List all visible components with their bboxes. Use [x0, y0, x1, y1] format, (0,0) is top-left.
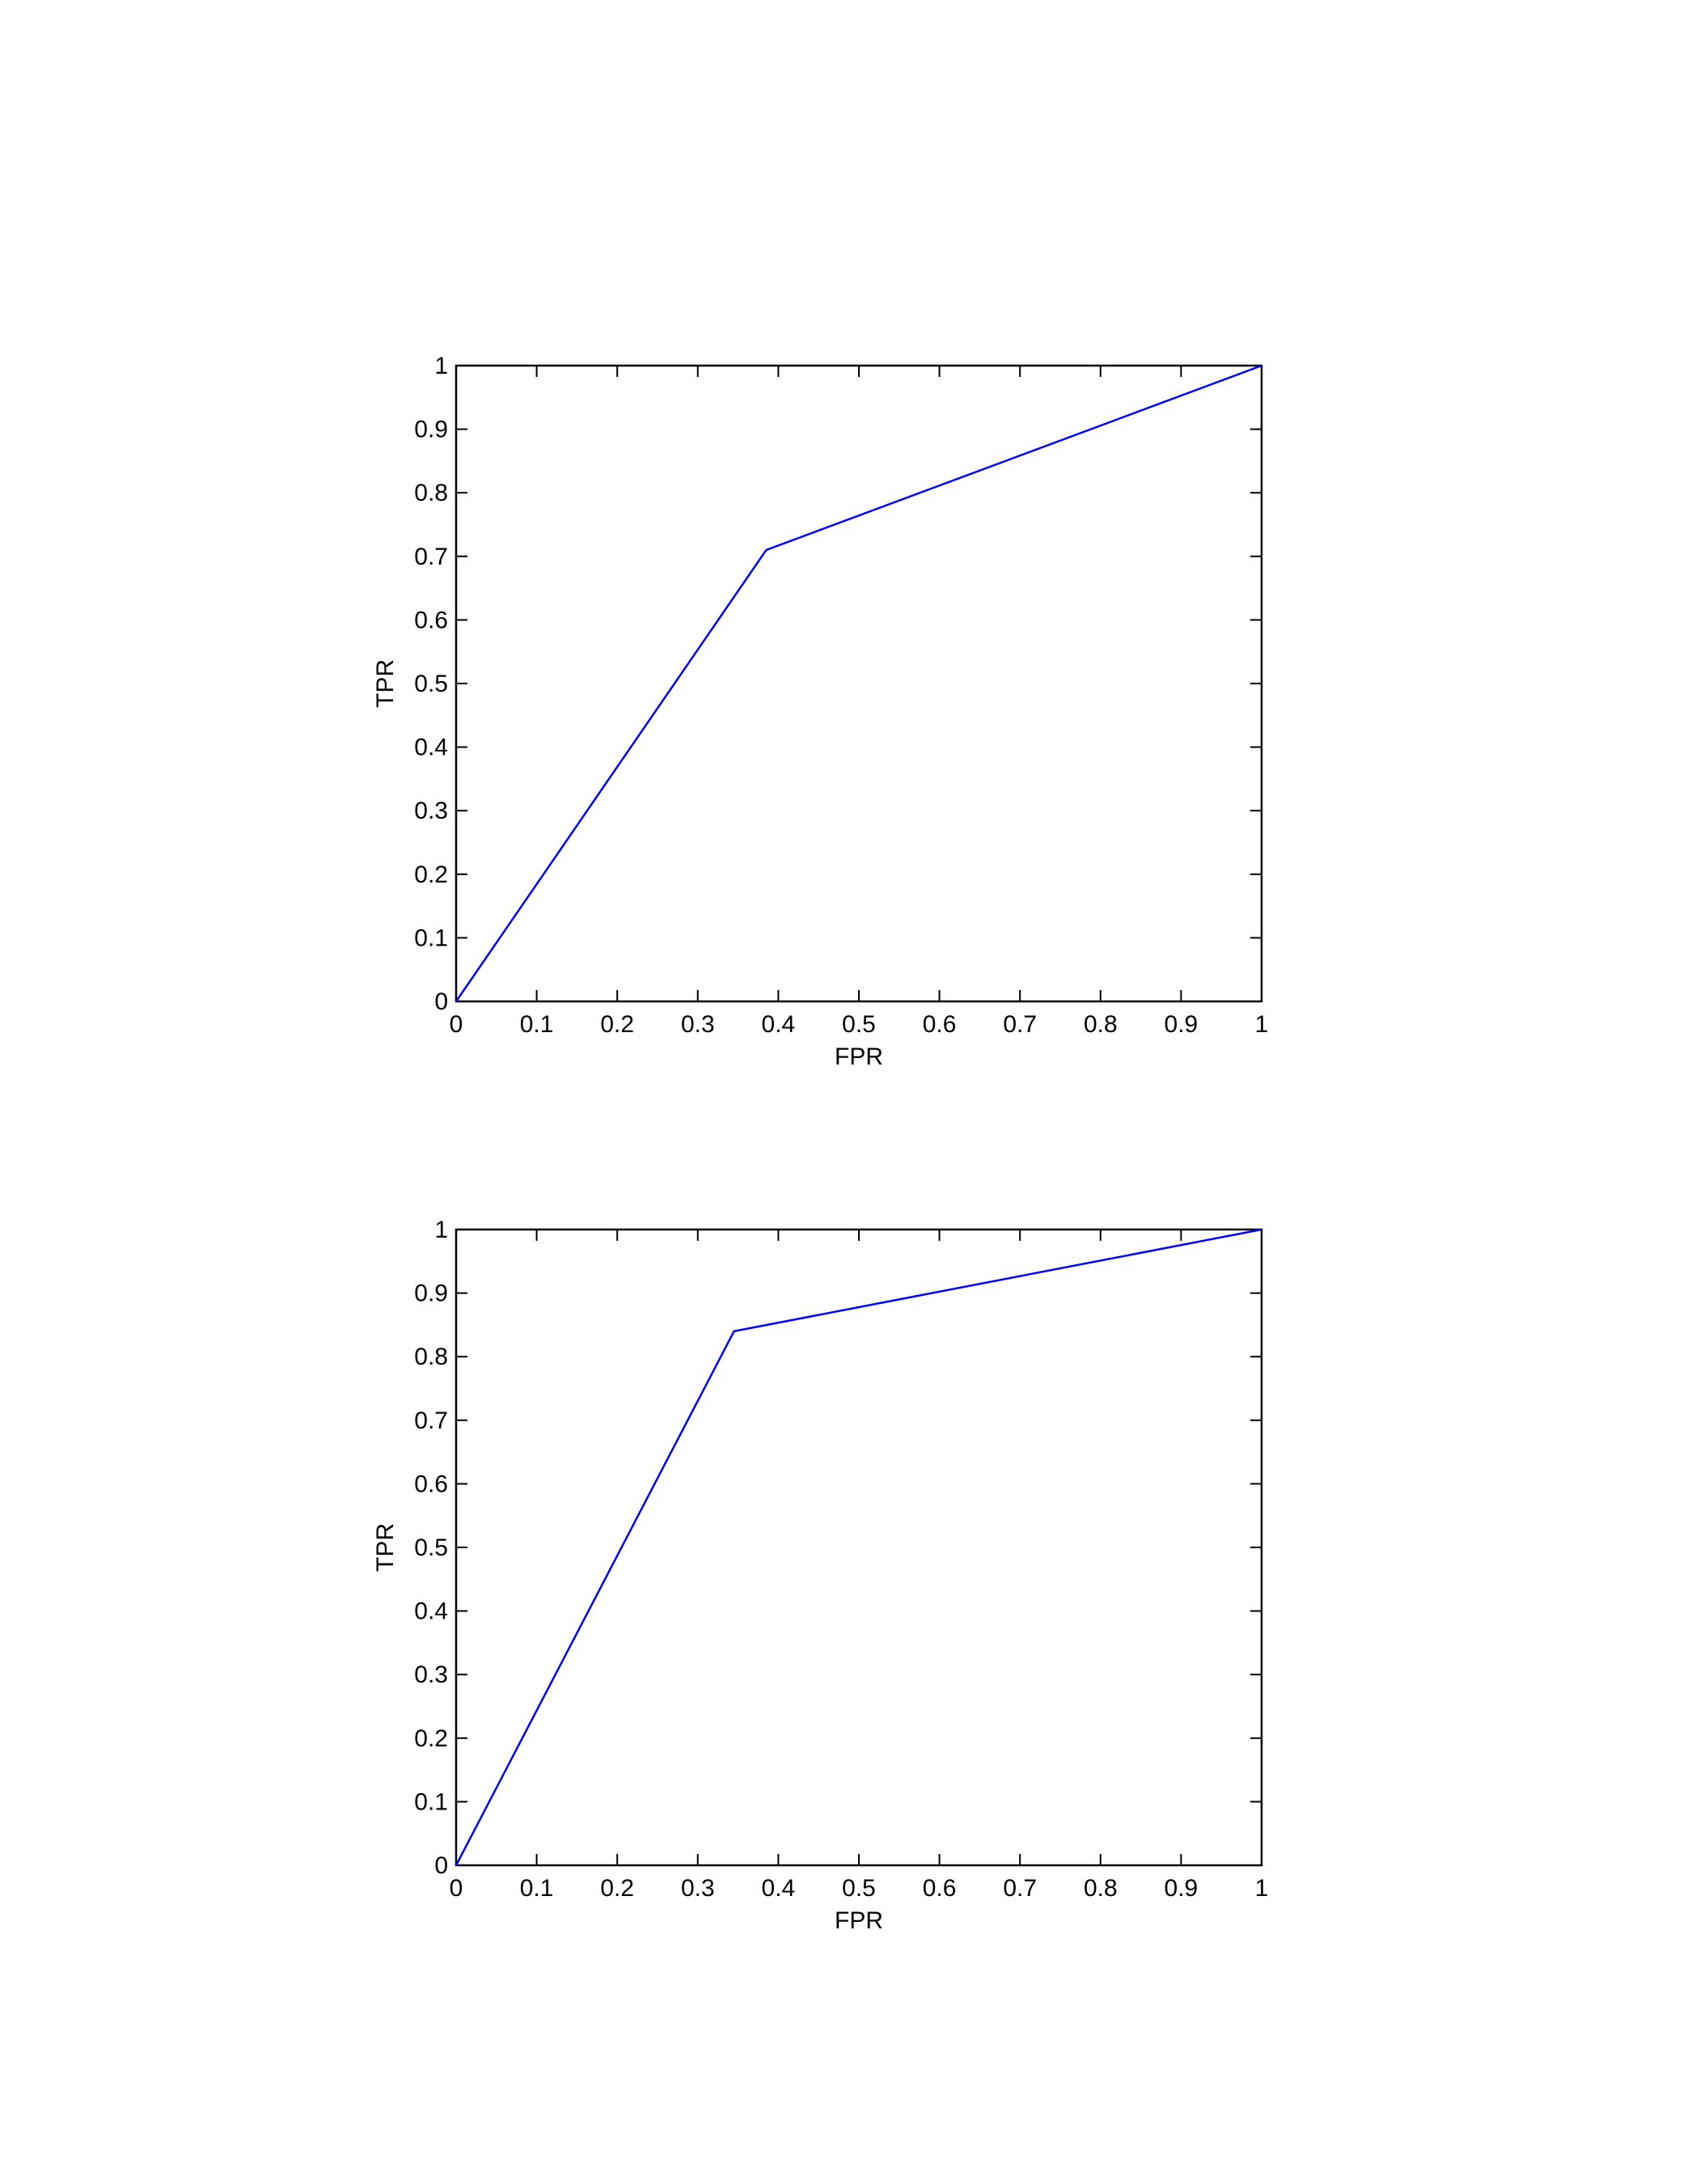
chart-1-x-tick-label: 0.8	[1084, 1875, 1118, 1902]
chart-0-y-tick-label: 0.8	[414, 480, 448, 506]
chart-1-y-tick-label: 0.8	[414, 1344, 448, 1370]
chart-0-y-tick-label: 0.4	[414, 734, 448, 761]
chart-0-y-tick-label: 0.9	[414, 417, 448, 443]
chart-1-x-tick-label: 0.5	[842, 1875, 876, 1902]
chart-0-roc-curve	[455, 364, 1262, 1002]
chart-1-y-tick-label: 0.6	[414, 1471, 448, 1497]
chart-1-y-tick-label: 0.7	[414, 1407, 448, 1434]
chart-1-x-tick-label: 0.7	[1003, 1875, 1037, 1902]
roc-chart-top: 0 0.1 0.2 0.3 0.4 0.5 0.6 0.7 0.8 0.9 1 0 0.1 0.2 0.3 0…	[372, 353, 1268, 1070]
chart-1-y-tick-label: 0.1	[414, 1788, 448, 1815]
chart-0-x-tick-label: 0	[450, 1011, 463, 1038]
chart-1-y-tick-label: 0.2	[414, 1725, 448, 1752]
chart-1-x-tick-label: 0.4	[762, 1875, 796, 1902]
chart-1-x-axis-label: FPR	[835, 1907, 883, 1934]
chart-1-y-tick-label: 0.5	[414, 1534, 448, 1561]
chart-0-x-tick-label: 0.9	[1165, 1011, 1199, 1038]
chart-0-x-tick-label: 0.7	[1003, 1011, 1037, 1038]
chart-1-y-tick-label: 0.3	[414, 1661, 448, 1688]
chart-0-y-tick-label: 0.3	[414, 798, 448, 824]
roc-chart-bottom: 0 0.1 0.2 0.3 0.4 0.5 0.6 0.7 0.8 0.9 1 0 0.1 0.2 0.3 0…	[372, 1217, 1268, 1934]
chart-1-y-tick-label: 0.9	[414, 1280, 448, 1307]
chart-0-axes-box	[455, 364, 1263, 1003]
chart-0-x-tick-label: 0.3	[681, 1011, 715, 1038]
chart-1-x-tick-label: 0.9	[1165, 1875, 1199, 1902]
chart-0-x-tick-label: 0.5	[842, 1011, 876, 1038]
chart-0-y-tick-label: 0.2	[414, 861, 448, 888]
chart-0-y-tick-label: 1	[434, 353, 448, 379]
chart-1-y-tick-label: 0	[434, 1852, 448, 1879]
chart-0-y-tick-label: 0.7	[414, 544, 448, 570]
chart-1-roc-curve	[455, 1228, 1262, 1866]
chart-0-x-tick-label: 0.1	[520, 1011, 554, 1038]
chart-0-x-axis-label: FPR	[835, 1043, 883, 1070]
chart-1-x-tick-label: 0.1	[520, 1875, 554, 1902]
chart-0-x-tick-label: 0.4	[762, 1011, 796, 1038]
chart-1-x-tick-label: 0.2	[600, 1875, 634, 1902]
chart-0-y-tick-label: 0.5	[414, 671, 448, 697]
chart-0-y-tick-label: 0.1	[414, 925, 448, 951]
chart-1-y-tick-label: 1	[434, 1217, 448, 1243]
chart-1-x-tick-label: 0.3	[681, 1875, 715, 1902]
chart-0-y-tick-label: 0	[434, 988, 448, 1015]
chart-1-x-tick-label: 0.6	[923, 1875, 957, 1902]
chart-0-x-tick-label: 0.8	[1084, 1011, 1118, 1038]
chart-0-x-tick-label: 1	[1255, 1011, 1269, 1038]
chart-1-y-axis-label: TPR	[372, 1523, 399, 1572]
chart-0-x-tick-label: 0.6	[923, 1011, 957, 1038]
chart-1-y-tick-label: 0.4	[414, 1598, 448, 1625]
chart-1-x-tick-label: 0	[450, 1875, 463, 1902]
chart-1-axes-box	[455, 1228, 1263, 1867]
chart-0-y-axis-label: TPR	[372, 659, 399, 708]
chart-1-x-tick-label: 1	[1255, 1875, 1269, 1902]
chart-0-y-tick-label: 0.6	[414, 607, 448, 633]
chart-0-x-tick-label: 0.2	[600, 1011, 634, 1038]
